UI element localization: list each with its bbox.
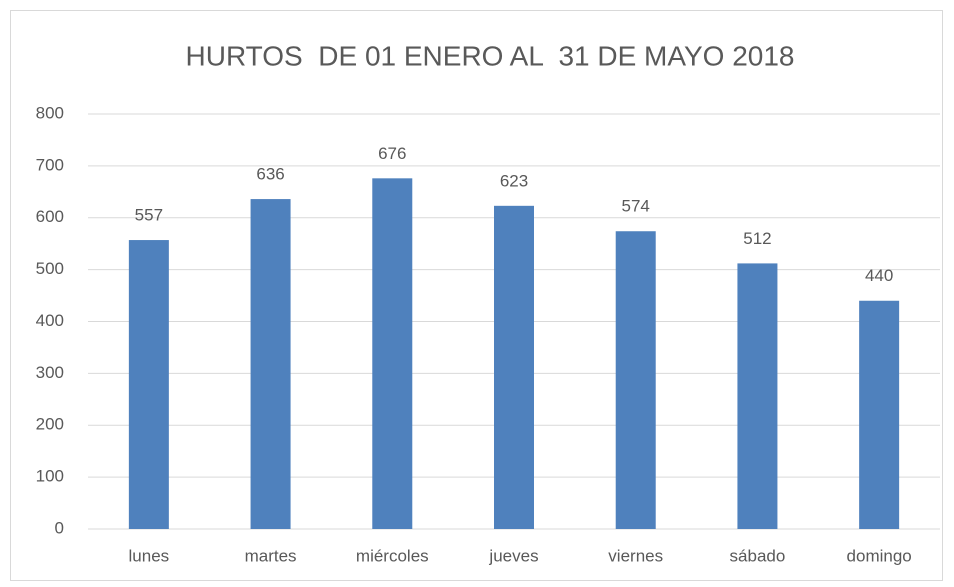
x-tick-label: viernes xyxy=(608,546,663,565)
y-tick-label: 100 xyxy=(36,467,64,486)
y-tick-label: 400 xyxy=(36,311,64,330)
x-tick-label: miércoles xyxy=(356,546,429,565)
y-tick-label: 800 xyxy=(36,103,64,122)
data-label: 636 xyxy=(256,165,284,184)
x-tick-label: jueves xyxy=(488,546,538,565)
bar xyxy=(128,240,169,529)
data-label: 440 xyxy=(865,266,893,285)
y-tick-label: 0 xyxy=(55,518,64,537)
y-tick-label: 200 xyxy=(36,415,64,434)
chart-title: HURTOS DE 01 ENERO AL 31 DE MAYO 2018 xyxy=(186,40,795,71)
y-tick-label: 700 xyxy=(36,155,64,174)
bar xyxy=(859,300,900,529)
x-tick-label: martes xyxy=(245,546,297,565)
bar xyxy=(615,231,656,530)
data-label: 623 xyxy=(500,171,528,190)
bar xyxy=(737,263,778,529)
x-tick-label: domingo xyxy=(847,546,912,565)
data-label: 676 xyxy=(378,144,406,163)
data-label: 512 xyxy=(743,229,771,248)
bar xyxy=(372,178,413,529)
x-tick-label: lunes xyxy=(129,546,170,565)
bar xyxy=(494,205,534,529)
data-label: 574 xyxy=(622,197,650,216)
y-tick-label: 300 xyxy=(36,363,64,382)
y-tick-label: 600 xyxy=(36,207,64,226)
x-tick-label: sábado xyxy=(730,546,786,565)
y-tick-label: 500 xyxy=(36,259,64,278)
data-label: 557 xyxy=(135,206,163,225)
bar xyxy=(250,199,291,529)
